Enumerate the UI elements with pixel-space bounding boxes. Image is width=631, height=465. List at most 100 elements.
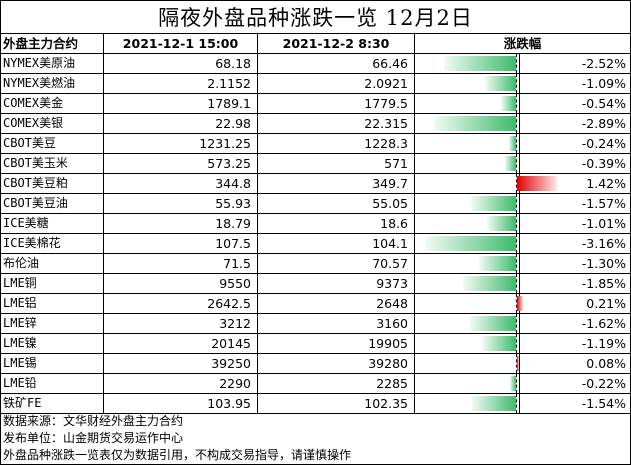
zero-axis-line xyxy=(516,94,517,113)
table-row: 布伦油 71.5 70.57 -1.30% xyxy=(1,254,630,274)
change-percent: 0.08% xyxy=(586,356,626,371)
change-bar xyxy=(517,356,520,371)
price-after: 70.57 xyxy=(258,254,415,273)
zero-axis-line xyxy=(516,334,517,353)
change-bar xyxy=(444,56,516,71)
zero-axis-line xyxy=(516,134,517,153)
table-header: 外盘主力合约 2021-12-1 15:00 2021-12-2 8:30 涨跌… xyxy=(1,34,630,54)
contract-name: ICE美糖 xyxy=(1,214,104,233)
contract-name: NYMEX美燃油 xyxy=(1,74,104,93)
price-before: 573.25 xyxy=(104,154,258,173)
zero-axis-line xyxy=(516,394,517,413)
price-before: 22.98 xyxy=(104,114,258,133)
price-before: 9550 xyxy=(104,274,258,293)
change-percent: -1.85% xyxy=(581,276,626,291)
change-bar-cell xyxy=(415,214,520,233)
price-before: 3212 xyxy=(104,314,258,333)
table-row: LME铜 9550 9373 -1.85% xyxy=(1,274,630,294)
price-after: 571 xyxy=(258,154,415,173)
change-bar xyxy=(509,376,516,391)
table-row: 铁矿FE 103.95 102.35 -1.54% xyxy=(1,394,630,414)
contract-name: LME铝 xyxy=(1,294,104,313)
change-bar-cell xyxy=(415,234,520,253)
change-bar xyxy=(425,236,516,251)
price-after: 19905 xyxy=(258,334,415,353)
price-after: 102.35 xyxy=(258,394,415,413)
table-row: LME锌 3212 3160 -1.62% xyxy=(1,314,630,334)
price-after: 3160 xyxy=(258,314,415,333)
contract-name: LME铅 xyxy=(1,374,104,393)
change-percent: 1.42% xyxy=(586,176,626,191)
change-bar-cell xyxy=(415,354,520,373)
change-bar-cell xyxy=(415,74,520,93)
change-percent: -1.62% xyxy=(581,316,626,331)
contract-name: LME锌 xyxy=(1,314,104,333)
change-bar-cell xyxy=(415,374,520,393)
price-before: 344.8 xyxy=(104,174,258,193)
change-bar xyxy=(471,196,516,211)
change-bar xyxy=(482,336,516,351)
price-before: 68.18 xyxy=(104,54,258,73)
change-bar xyxy=(509,136,516,151)
table-row: CBOT美玉米 573.25 571 -0.39% xyxy=(1,154,630,174)
change-percent: -0.39% xyxy=(581,156,626,171)
change-percent: -1.57% xyxy=(581,196,626,211)
price-before: 1231.25 xyxy=(104,134,258,153)
zero-axis-line xyxy=(516,314,517,333)
price-before: 39250 xyxy=(104,354,258,373)
contract-name: COMEX美金 xyxy=(1,94,104,113)
footer-notes: 数据来源：文华财经外盘主力合约 发布单位：山金期货交易运作中心 外盘品种涨跌一览… xyxy=(3,413,351,464)
footer-disclaimer: 外盘品种涨跌一览表仅为数据引用，不构成交易指导，请谨慎操作 xyxy=(3,448,352,462)
price-before: 2.1152 xyxy=(104,74,258,93)
change-percent: -0.22% xyxy=(581,376,626,391)
change-bar xyxy=(478,256,516,271)
price-after: 2285 xyxy=(258,374,415,393)
zero-axis-line xyxy=(516,374,517,393)
price-after: 66.46 xyxy=(258,54,415,73)
table-row: LME锡 39250 39280 0.08% xyxy=(1,354,630,374)
table-body: NYMEX美原油 68.18 66.46 -2.52% NYMEX美燃油 2.1152 2.… xyxy=(1,54,630,414)
price-before: 18.79 xyxy=(104,214,258,233)
price-after: 349.7 xyxy=(258,174,415,193)
table-row: ICE美棉花 107.5 104.1 -3.16% xyxy=(1,234,630,254)
contract-name: LME铜 xyxy=(1,274,104,293)
table-row: LME铅 2290 2285 -0.22% xyxy=(1,374,630,394)
change-bar-cell xyxy=(415,294,523,313)
price-after: 1228.3 xyxy=(258,134,415,153)
zero-axis-line xyxy=(516,254,517,273)
change-bar xyxy=(500,96,516,111)
price-before: 103.95 xyxy=(104,394,258,413)
change-percent: -1.30% xyxy=(581,256,626,271)
zero-axis-line xyxy=(516,294,517,313)
price-before: 2642.5 xyxy=(104,294,258,313)
table-row: LME铝 2642.5 2648 0.21% xyxy=(1,294,630,314)
header-contract: 外盘主力合约 xyxy=(1,34,104,53)
price-after: 2648 xyxy=(258,294,415,313)
change-bar xyxy=(504,156,516,171)
price-before: 20145 xyxy=(104,334,258,353)
price-after: 39280 xyxy=(258,354,415,373)
contract-name: ICE美棉花 xyxy=(1,234,104,253)
change-bar xyxy=(517,296,523,311)
change-bar-cell xyxy=(415,274,520,293)
change-percent: -0.24% xyxy=(581,136,626,151)
zero-axis-line xyxy=(516,274,517,293)
contract-name: NYMEX美原油 xyxy=(1,54,104,73)
footer-source: 数据来源：文华财经外盘主力合约 xyxy=(3,414,184,428)
change-bar-cell xyxy=(415,134,520,153)
price-before: 1789.1 xyxy=(104,94,258,113)
price-before: 71.5 xyxy=(104,254,258,273)
table-row: CBOT美豆 1231.25 1228.3 -0.24% xyxy=(1,134,630,154)
zero-axis-line xyxy=(516,54,517,73)
change-percent: 0.21% xyxy=(586,296,626,311)
change-percent: -2.52% xyxy=(581,56,626,71)
contract-name: CBOT美豆 xyxy=(1,134,104,153)
table-row: COMEX美银 22.98 22.315 -2.89% xyxy=(1,114,630,134)
footer-publisher: 发布单位：山金期货交易运作中心 xyxy=(3,431,184,445)
zero-axis-line xyxy=(516,154,517,173)
price-after: 2.0921 xyxy=(258,74,415,93)
zero-axis-line xyxy=(516,214,517,233)
price-after: 22.315 xyxy=(258,114,415,133)
contract-name: COMEX美银 xyxy=(1,114,104,133)
price-after: 104.1 xyxy=(258,234,415,253)
